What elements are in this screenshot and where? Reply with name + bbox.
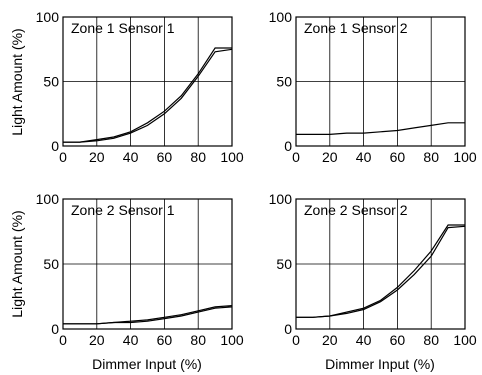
y-axis-label-bottom: Light Amount (%) (9, 210, 25, 317)
x-tick-label: 100 (220, 332, 244, 348)
panel-title: Zone 2 Sensor 1 (71, 202, 175, 218)
series-line-2 (63, 47, 232, 143)
y-tick-label: 0 (284, 138, 292, 154)
series-line-1 (296, 122, 465, 135)
panel-zone1-sensor1: 0 20 40 60 80 100 0 50 100 Zone 1 Sensor 1 (36, 9, 244, 165)
y-tick-label: 50 (276, 74, 292, 90)
y-tick-label: 50 (43, 256, 59, 272)
x-tick-label: 60 (157, 332, 173, 348)
series-line-1 (296, 225, 466, 318)
x-axis-label-right: Dimmer Input (%) (325, 356, 435, 372)
x-tick-label: 100 (220, 149, 244, 165)
y-tick-label: 50 (43, 74, 59, 90)
x-tick-label: 40 (356, 149, 372, 165)
x-tick-label: 0 (59, 149, 67, 165)
x-tick-label: 20 (89, 149, 105, 165)
x-tick-label: 40 (123, 332, 139, 348)
series-line-2 (63, 305, 233, 325)
x-tick-label: 20 (322, 149, 338, 165)
x-tick-label: 80 (423, 332, 439, 348)
x-tick-label: 80 (190, 149, 206, 165)
x-tick-label: 100 (453, 149, 477, 165)
y-tick-label: 100 (36, 191, 60, 207)
y-tick-label: 100 (269, 9, 293, 25)
series-line-2 (296, 224, 465, 318)
x-tick-label: 60 (390, 332, 406, 348)
x-axis-label-left: Dimmer Input (%) (92, 356, 202, 372)
panel-zone2-sensor2: 0 20 40 60 80 100 0 50 100 Zone 2 Sensor 2 (269, 191, 477, 348)
plot-frame (295, 198, 466, 330)
x-tick-label: 0 (59, 332, 67, 348)
y-tick-label: 0 (284, 321, 292, 337)
x-tick-label: 40 (123, 149, 139, 165)
y-tick-label: 0 (51, 138, 59, 154)
y-tick-label: 100 (36, 9, 60, 25)
panel-zone2-sensor1: 0 20 40 60 80 100 0 50 100 Zone 2 Sensor 1 (36, 191, 244, 348)
panel-title: Zone 2 Sensor 2 (304, 202, 408, 218)
panel-title: Zone 1 Sensor 2 (304, 20, 408, 36)
x-tick-label: 60 (157, 149, 173, 165)
plot-frame (62, 16, 233, 147)
panel-title: Zone 1 Sensor 1 (71, 20, 175, 36)
x-tick-label: 0 (292, 332, 300, 348)
x-tick-label: 60 (390, 149, 406, 165)
y-tick-label: 0 (51, 321, 59, 337)
plot-frame (295, 16, 466, 147)
x-tick-label: 80 (423, 149, 439, 165)
y-axis-label-top: Light Amount (%) (9, 28, 25, 135)
plot-frame (62, 198, 233, 330)
y-tick-label: 50 (276, 256, 292, 272)
x-tick-label: 20 (89, 332, 105, 348)
x-tick-label: 100 (453, 332, 477, 348)
x-tick-label: 0 (292, 149, 300, 165)
x-tick-label: 20 (322, 332, 338, 348)
y-tick-label: 100 (269, 191, 293, 207)
x-tick-label: 80 (190, 332, 206, 348)
panel-zone1-sensor2: 0 20 40 60 80 100 0 50 100 Zone 1 Sensor 2 (269, 9, 477, 165)
x-tick-label: 40 (356, 332, 372, 348)
series-line-1 (63, 48, 233, 143)
